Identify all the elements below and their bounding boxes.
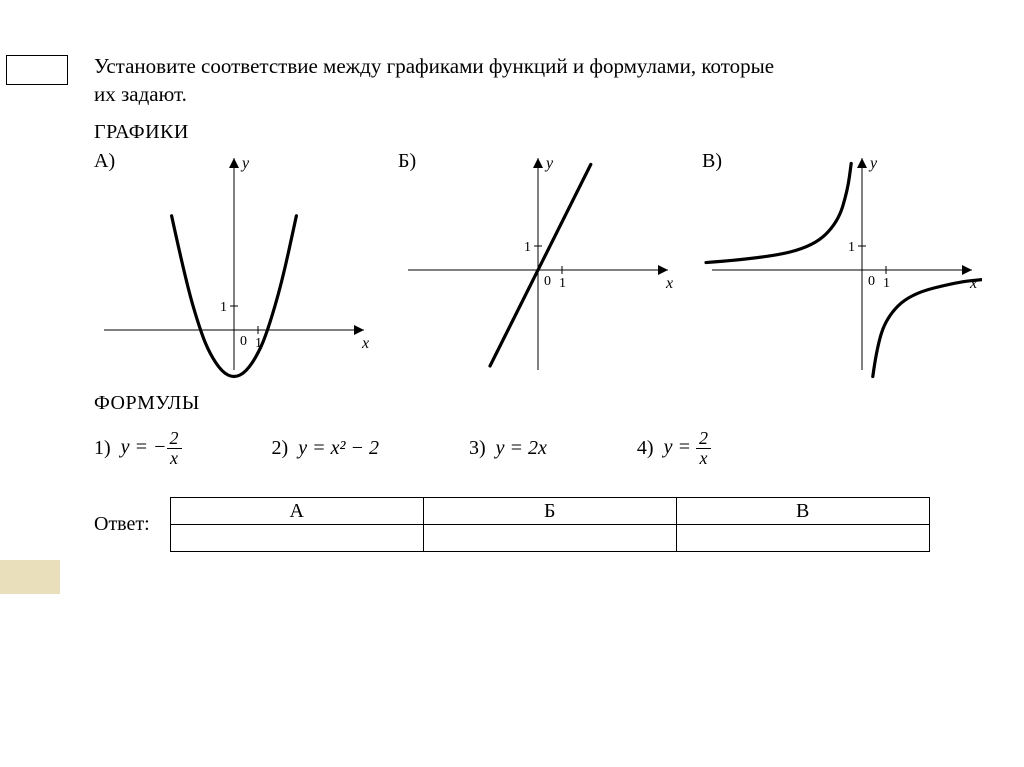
formula-1-frac-num: 2 (167, 429, 182, 449)
task-line-2: их задают. (94, 82, 187, 106)
formulas-title: ФОРМУЛЫ (94, 392, 994, 415)
answer-table: А Б В (170, 497, 930, 552)
task-line-1: Установите соответствие между графиками … (94, 54, 774, 78)
formula-3-num: 3) (469, 437, 486, 460)
svg-text:1: 1 (559, 276, 566, 291)
graphs-row: А) xy011 Б) xy011 В) xy011 (94, 150, 994, 380)
svg-text:x: x (361, 335, 369, 352)
svg-text:1: 1 (848, 240, 855, 255)
svg-text:1: 1 (524, 240, 531, 255)
table-row: А Б В (170, 498, 929, 525)
formula-1-frac-den: x (167, 449, 181, 468)
formula-1-body: y = −2x (121, 429, 182, 468)
answer-cell-c[interactable] (676, 525, 929, 552)
formula-1-num: 1) (94, 437, 111, 460)
answer-cell-a[interactable] (170, 525, 423, 552)
graph-b-svg: xy011 (398, 150, 678, 380)
formula-2: 2) y = x² − 2 (272, 437, 379, 460)
formula-4-body: y = 2x (664, 429, 711, 468)
graphs-title: ГРАФИКИ (94, 121, 994, 144)
formula-4: 4) y = 2x (637, 429, 711, 468)
formula-4-frac-den: x (696, 449, 710, 468)
table-row (170, 525, 929, 552)
formula-3: 3) y = 2x (469, 437, 547, 460)
graph-a: А) xy011 (94, 150, 374, 380)
svg-text:y: y (240, 155, 250, 172)
formula-4-frac-num: 2 (696, 429, 711, 449)
graph-a-svg: xy011 (94, 150, 374, 380)
svg-text:1: 1 (220, 300, 227, 315)
formula-4-prefix: y = (664, 436, 696, 458)
svg-text:x: x (665, 275, 673, 292)
svg-text:y: y (868, 155, 878, 172)
svg-text:x: x (969, 275, 977, 292)
answer-label: Ответ: (94, 513, 150, 536)
formulas-row: 1) y = −2x 2) y = x² − 2 3) y = 2x 4) y … (94, 429, 994, 468)
graph-b: Б) xy011 (398, 150, 678, 380)
question-number-box (6, 55, 68, 85)
answer-cell-b[interactable] (423, 525, 676, 552)
task-text: Установите соответствие между графиками … (94, 52, 994, 109)
answer-header-b: Б (423, 498, 676, 525)
formula-1-prefix: y = − (121, 436, 167, 458)
content-area: Установите соответствие между графиками … (94, 52, 994, 552)
svg-text:y: y (544, 155, 554, 172)
formula-2-text: y = x² − 2 (298, 437, 379, 460)
svg-text:0: 0 (868, 274, 875, 289)
formula-1: 1) y = −2x (94, 429, 182, 468)
graph-c-svg: xy011 (702, 150, 982, 380)
answer-header-a: А (170, 498, 423, 525)
answer-header-c: В (676, 498, 929, 525)
formula-4-num: 4) (637, 437, 654, 460)
formula-2-num: 2) (272, 437, 289, 460)
answer-row: Ответ: А Б В (94, 497, 994, 552)
svg-text:0: 0 (544, 274, 551, 289)
svg-text:1: 1 (883, 276, 890, 291)
decorative-strip (0, 560, 60, 594)
formula-3-text: y = 2x (496, 437, 547, 460)
svg-text:0: 0 (240, 334, 247, 349)
graph-c: В) xy011 (702, 150, 982, 380)
